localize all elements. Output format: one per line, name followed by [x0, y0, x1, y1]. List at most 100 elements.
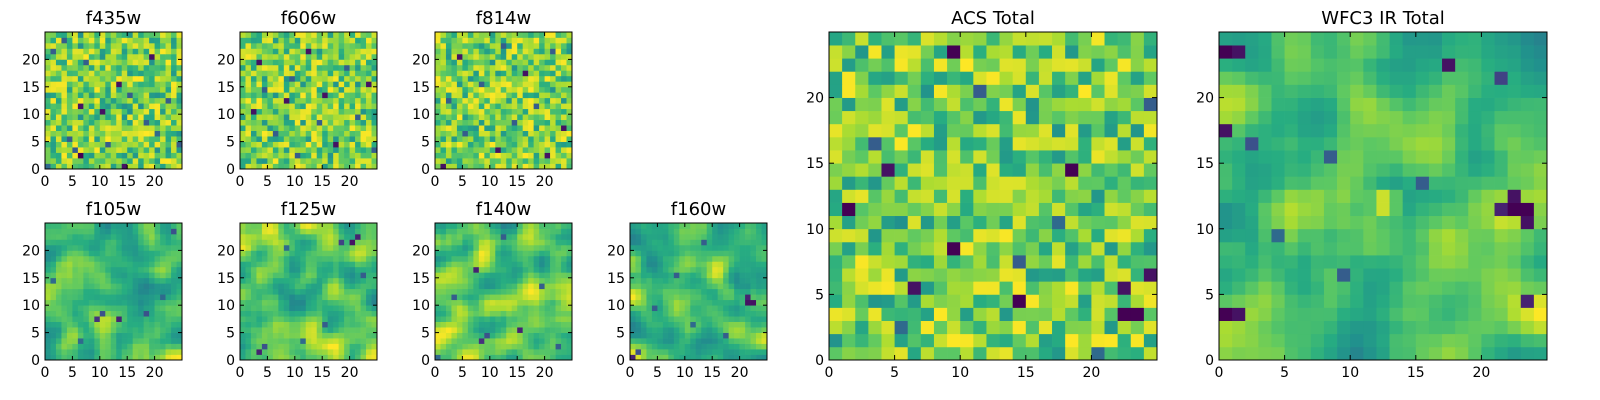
heatmap-cell	[539, 294, 545, 301]
heatmap-cell	[868, 346, 882, 361]
heatmap-cell	[435, 332, 441, 339]
heatmap-cell	[66, 288, 73, 295]
heatmap-cell	[110, 332, 117, 339]
heatmap-cell	[305, 305, 312, 312]
heatmap-cell	[176, 327, 183, 333]
heatmap-cell	[366, 321, 372, 328]
heatmap-cell	[1078, 307, 1092, 321]
heatmap-cell	[712, 294, 719, 301]
heatmap-cell	[50, 288, 57, 295]
heatmap-cell	[528, 338, 534, 344]
heatmap-cell	[94, 233, 101, 240]
heatmap-cell	[555, 255, 562, 262]
heatmap-cell	[289, 244, 296, 251]
heatmap-cell	[300, 228, 307, 235]
heatmap-cell	[311, 310, 318, 317]
heatmap-cell	[360, 125, 367, 131]
heatmap-cell	[445, 338, 452, 344]
heatmap-cell	[300, 64, 307, 71]
heatmap-cell	[338, 75, 345, 82]
heatmap-cell	[478, 354, 485, 361]
heatmap-cell	[517, 250, 524, 257]
heatmap-cell	[154, 97, 161, 104]
heatmap-cell	[750, 244, 757, 251]
heatmap-cell	[50, 32, 57, 38]
heatmap-cell	[283, 332, 290, 339]
heatmap-cell	[176, 332, 183, 339]
heatmap-cell	[300, 81, 307, 88]
heatmap-cell	[61, 223, 68, 229]
heatmap-cell	[635, 288, 642, 295]
heatmap-cell	[360, 321, 367, 328]
heatmap-cell	[360, 233, 367, 240]
heatmap-cell	[245, 255, 252, 262]
heatmap-cell	[344, 70, 350, 77]
heatmap-cell	[50, 283, 57, 290]
heatmap-cell	[566, 223, 573, 229]
heatmap-cell	[999, 176, 1014, 190]
heatmap-cell	[561, 239, 567, 246]
heatmap-cell	[630, 343, 636, 350]
heatmap-cell	[467, 59, 474, 66]
heatmap-cell	[77, 119, 84, 126]
heatmap-cell	[933, 163, 948, 177]
heatmap-cell	[110, 294, 117, 301]
heatmap-cell	[171, 294, 177, 301]
heatmap-cell	[690, 261, 697, 268]
heatmap-cell	[756, 316, 762, 322]
heatmap-cell	[478, 59, 485, 66]
heatmap-cell	[327, 136, 334, 142]
heatmap-cell	[176, 255, 183, 262]
heatmap-cell	[45, 163, 51, 170]
heatmap-cell	[973, 163, 987, 177]
heatmap-cell	[77, 53, 84, 60]
heatmap-cell	[154, 119, 161, 126]
heatmap-cell	[456, 119, 463, 126]
heatmap-cell	[355, 130, 361, 137]
heatmap-cell	[88, 32, 95, 38]
heatmap-cell	[344, 277, 350, 284]
x-tick-label: 5	[68, 365, 77, 381]
heatmap-cell	[72, 64, 79, 71]
heatmap-cell	[566, 42, 573, 49]
heatmap-cell	[77, 233, 84, 240]
heatmap-cell	[138, 277, 144, 284]
heatmap-cell	[544, 277, 551, 284]
heatmap-cell	[72, 86, 79, 93]
heatmap-cell	[522, 130, 529, 137]
heatmap-cell	[311, 59, 318, 66]
heatmap-cell	[701, 239, 708, 246]
heatmap-cell	[160, 244, 166, 251]
heatmap-cell	[99, 158, 106, 164]
heatmap-cell	[300, 97, 307, 104]
heatmap-cell	[55, 97, 62, 104]
heatmap-cell	[473, 228, 480, 235]
heatmap-cell	[45, 233, 51, 240]
heatmap-cell	[121, 354, 128, 361]
heatmap-cell	[278, 327, 285, 333]
heatmap-cell	[451, 299, 458, 306]
heatmap-cell	[734, 343, 740, 350]
heatmap-cell	[127, 92, 134, 99]
heatmap-cell	[165, 81, 172, 88]
heatmap-cell	[506, 48, 513, 55]
heatmap-cell	[1117, 215, 1132, 230]
heatmap-cell	[338, 228, 345, 235]
heatmap-cell	[83, 294, 90, 301]
heatmap-cell	[327, 141, 334, 148]
heatmap-cell	[94, 244, 101, 251]
heatmap-cell	[550, 283, 556, 290]
heatmap-cell	[544, 272, 551, 279]
heatmap-cell	[160, 119, 166, 126]
heatmap-cell	[528, 42, 534, 49]
heatmap-cell	[668, 255, 675, 262]
heatmap-cell	[739, 277, 746, 284]
heatmap-cell	[673, 277, 680, 284]
heatmap-cell	[154, 338, 161, 344]
heatmap-cell	[305, 48, 312, 55]
heatmap-cell	[245, 48, 252, 55]
heatmap-cell	[176, 163, 183, 170]
heatmap-cell	[986, 346, 1000, 361]
heatmap-cell	[338, 114, 345, 121]
heatmap-cell	[88, 136, 95, 142]
